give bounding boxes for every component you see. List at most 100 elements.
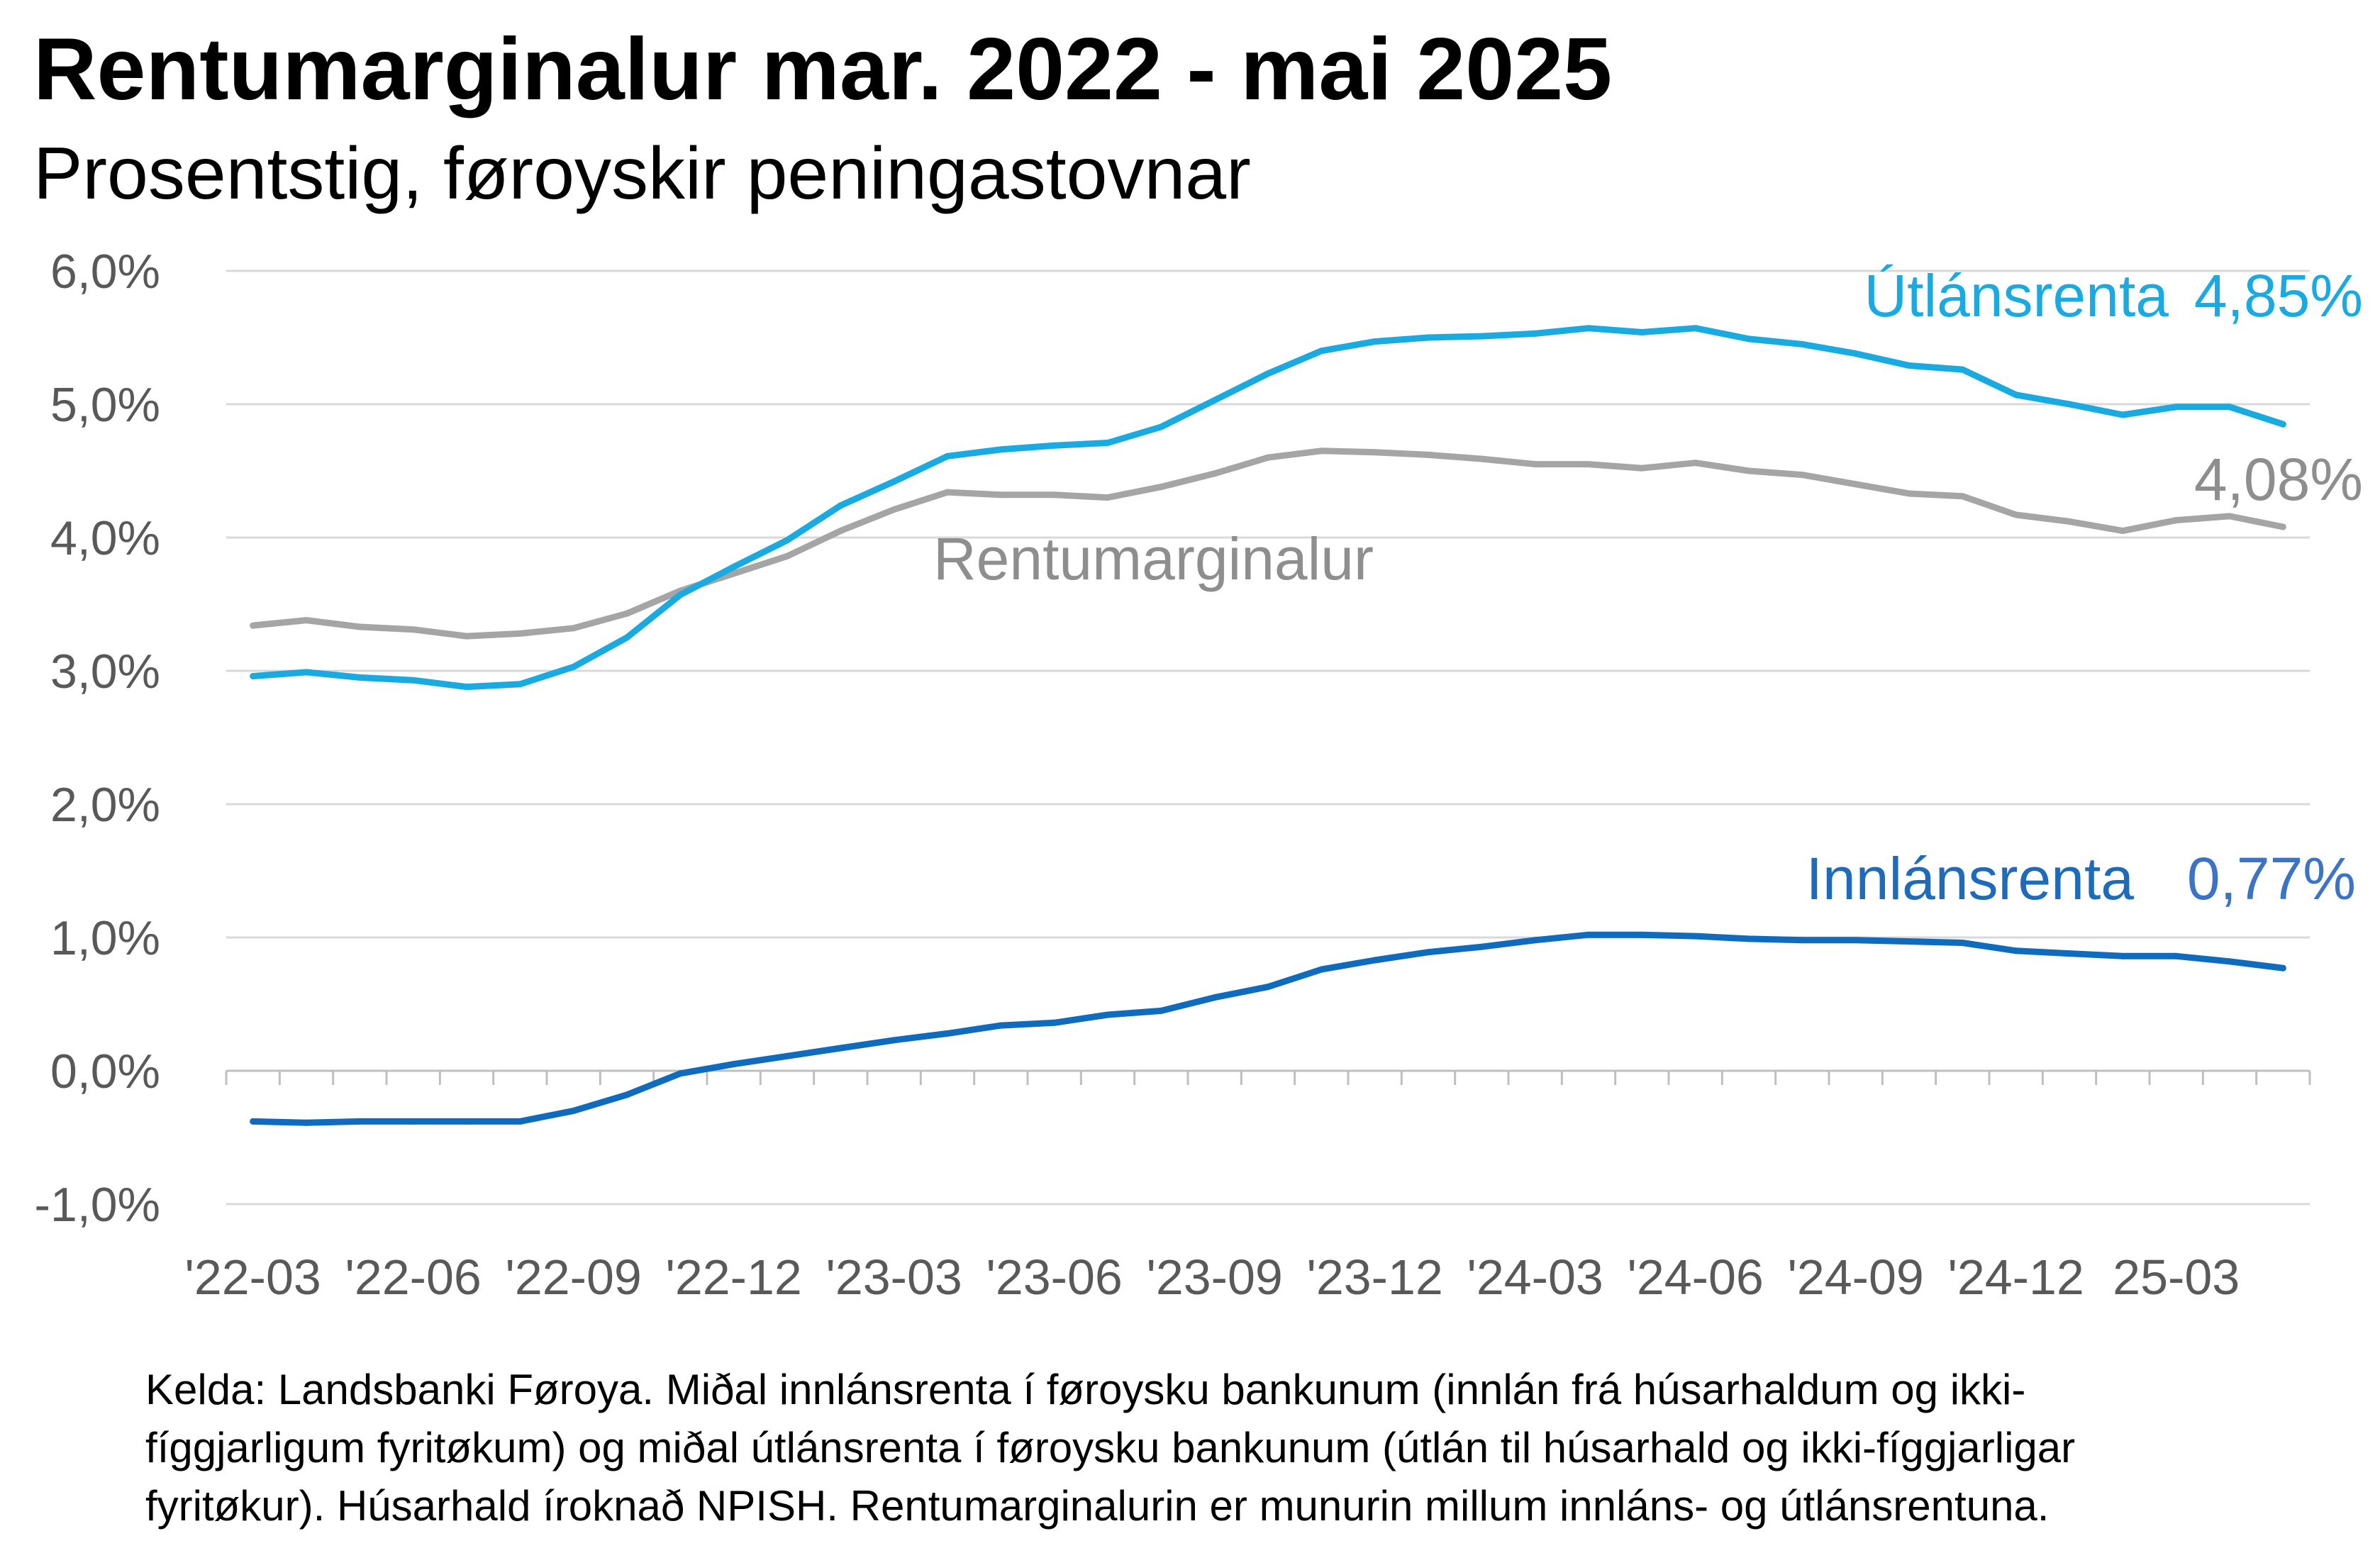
- data-point: [1425, 334, 1432, 341]
- data-point: [1906, 938, 1913, 945]
- data-point: [2173, 403, 2180, 411]
- series-lines: [250, 325, 2286, 1126]
- data-point: [1692, 933, 1699, 940]
- data-point: [516, 1118, 523, 1125]
- x-tick-label: '24-09: [1787, 1249, 1923, 1305]
- data-point: [2066, 518, 2073, 525]
- data-point: [1051, 1019, 1058, 1026]
- data-point: [2226, 958, 2233, 965]
- data-point: [997, 491, 1004, 499]
- x-tick-label: '24-12: [1947, 1249, 2084, 1305]
- data-point: [623, 634, 630, 641]
- data-point: [1959, 493, 1966, 500]
- data-point: [1104, 440, 1111, 446]
- data-point: [516, 630, 523, 637]
- data-point: [1425, 451, 1432, 458]
- x-axis-labels: '22-03 '22-06 '22-09 '22-12 '23-03 '23-06 '23-…: [184, 1249, 2240, 1305]
- data-point: [1104, 494, 1111, 501]
- data-point: [997, 446, 1004, 453]
- y-tick-label: 6,0%: [50, 245, 160, 299]
- data-point: [944, 489, 951, 496]
- data-point: [1104, 1011, 1111, 1018]
- data-point: [1692, 325, 1699, 332]
- data-point: [1798, 937, 1806, 944]
- data-point: [1585, 461, 1592, 468]
- source-note-line: Kelda: Landsbanki Føroya. Miðal innlánsr…: [145, 1366, 2025, 1413]
- source-note-line: fíggjarligum fyritøkum) og miðal útlánsr…: [145, 1424, 2075, 1471]
- data-point: [1745, 467, 1752, 474]
- data-point: [1051, 491, 1058, 499]
- data-point: [303, 1119, 310, 1126]
- data-point: [1532, 461, 1539, 468]
- data-point: [1852, 937, 1859, 944]
- data-point: [1264, 984, 1272, 991]
- y-tick-label: -1,0%: [34, 1178, 160, 1232]
- data-point: [1959, 366, 1966, 373]
- x-tick-label: '22-09: [505, 1249, 641, 1305]
- data-point: [1532, 330, 1539, 337]
- data-point: [303, 669, 310, 676]
- series-label-utlansrenta: Útlánsrenta: [1864, 262, 2169, 329]
- data-point: [1532, 937, 1539, 944]
- data-point: [1264, 454, 1272, 461]
- y-tick-label: 5,0%: [50, 378, 160, 432]
- data-point: [2279, 421, 2286, 428]
- data-point: [1638, 931, 1645, 938]
- x-tick-label: '22-12: [665, 1249, 801, 1305]
- data-point: [1478, 455, 1485, 462]
- source-note: Kelda: Landsbanki Føroya. Miðal innlánsr…: [145, 1366, 2075, 1530]
- data-point: [837, 1045, 844, 1052]
- x-tick-label: '23-12: [1306, 1249, 1442, 1305]
- y-tick-label: 3,0%: [50, 645, 160, 698]
- series-label-rentumarginalur: Rentumarginalur: [933, 525, 1374, 592]
- data-point: [1585, 931, 1592, 938]
- data-point: [1852, 350, 1859, 357]
- end-value-label-innlansrenta: 0,77%: [2187, 845, 2356, 912]
- data-point: [463, 1118, 470, 1125]
- data-point: [1745, 935, 1752, 942]
- y-tick-label: 2,0%: [50, 778, 160, 832]
- data-point: [1372, 449, 1379, 456]
- data-point: [997, 1022, 1004, 1029]
- y-axis-labels: 6,0% 5,0% 4,0% 3,0% 2,0% 1,0% 0,0% -1,0%: [34, 245, 160, 1232]
- data-point: [891, 478, 898, 485]
- x-tick-label: '22-03: [184, 1249, 321, 1305]
- data-point: [1051, 442, 1058, 449]
- data-point: [891, 506, 898, 513]
- data-point: [2013, 511, 2020, 518]
- data-point: [1157, 423, 1164, 430]
- data-point: [2066, 401, 2073, 408]
- data-point: [1318, 447, 1325, 455]
- data-point: [516, 681, 523, 688]
- data-point: [1638, 329, 1645, 335]
- data-point: [356, 1118, 363, 1125]
- series-label-innlansrenta: Innlánsrenta: [1806, 845, 2135, 912]
- data-point: [730, 570, 738, 577]
- data-point: [250, 1118, 257, 1125]
- data-point: [1157, 484, 1164, 491]
- data-point: [410, 677, 417, 684]
- data-point: [570, 625, 577, 632]
- y-tick-label: 0,0%: [50, 1045, 160, 1098]
- data-point: [1745, 335, 1752, 343]
- data-point: [570, 663, 577, 670]
- x-tick-label: '23-03: [825, 1249, 962, 1305]
- data-point: [2226, 403, 2233, 411]
- data-point: [2279, 523, 2286, 530]
- data-point: [1211, 994, 1218, 1001]
- x-tick-label: '23-06: [986, 1249, 1122, 1305]
- gridlines: [226, 269, 2310, 1206]
- data-point: [677, 591, 684, 599]
- data-point: [356, 674, 363, 681]
- data-point: [1798, 340, 1806, 347]
- data-point: [1906, 362, 1913, 369]
- data-point: [1157, 1007, 1164, 1014]
- data-point: [1318, 347, 1325, 355]
- data-point: [1318, 966, 1325, 973]
- data-point: [1852, 481, 1859, 488]
- data-point: [250, 622, 257, 629]
- data-point: [1798, 472, 1806, 479]
- data-point: [463, 633, 470, 640]
